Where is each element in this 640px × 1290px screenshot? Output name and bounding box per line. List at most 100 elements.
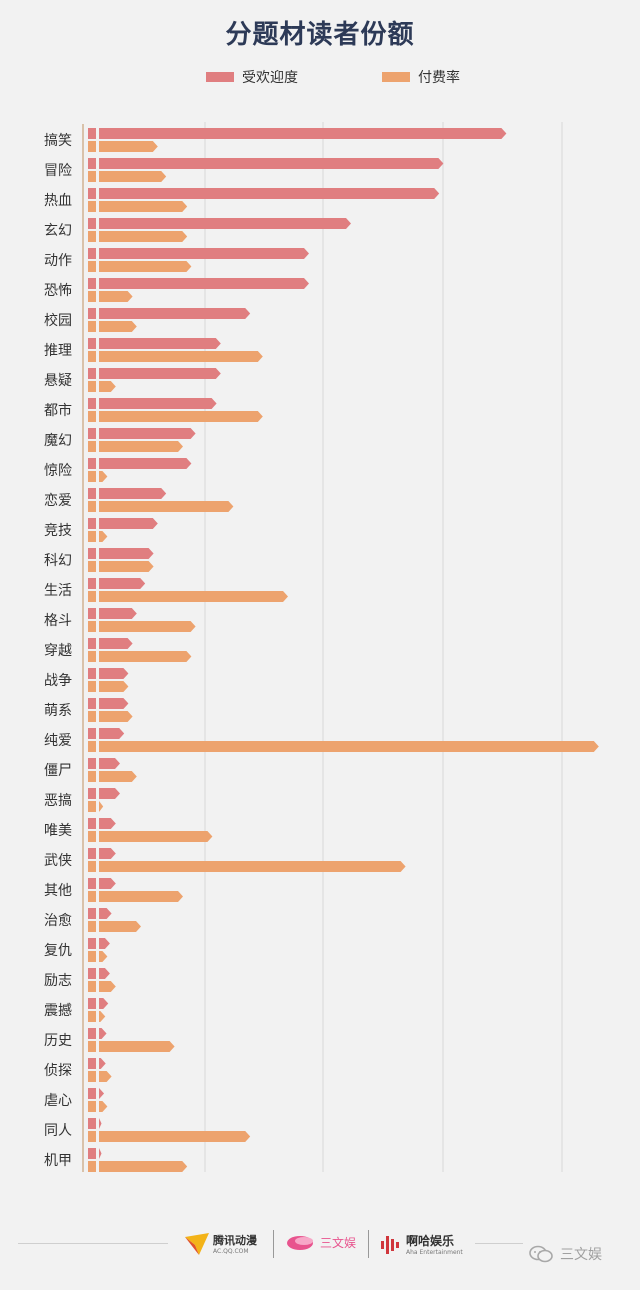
category-label-1: 冒险 xyxy=(44,163,72,179)
bar-tab-0-6 xyxy=(88,308,96,319)
footer-divider-left xyxy=(18,1243,168,1244)
category-label-5: 恐怖 xyxy=(44,282,72,299)
bar-tab-1-6 xyxy=(88,321,96,332)
bar-payrate-10 xyxy=(99,441,183,452)
bar-tab-0-31 xyxy=(88,1058,96,1069)
bar-popularity-5 xyxy=(99,278,309,289)
bar-tab-0-16 xyxy=(88,608,96,619)
bar-tab-0-21 xyxy=(88,758,96,769)
category-label-4: 动作 xyxy=(44,253,72,269)
bar-tab-1-25 xyxy=(88,891,96,902)
bar-popularity-19 xyxy=(99,698,129,709)
legend-label-1: 付费率 xyxy=(418,69,460,86)
bar-tab-0-24 xyxy=(88,848,96,859)
bar-popularity-25 xyxy=(99,878,116,889)
bar-payrate-27 xyxy=(99,951,108,962)
bar-tab-1-0 xyxy=(88,141,96,152)
bar-tab-1-10 xyxy=(88,441,96,452)
bar-payrate-21 xyxy=(99,771,137,782)
bar-tab-1-33 xyxy=(88,1131,96,1142)
bar-tab-1-5 xyxy=(88,291,96,302)
bar-tab-0-0 xyxy=(88,128,96,139)
bar-popularity-0 xyxy=(99,128,507,139)
category-label-27: 复仇 xyxy=(44,942,72,959)
bar-popularity-14 xyxy=(99,548,154,559)
bar-popularity-22 xyxy=(99,788,120,799)
category-label-7: 推理 xyxy=(44,343,72,359)
bar-tab-0-19 xyxy=(88,698,96,709)
bar-payrate-31 xyxy=(99,1071,112,1082)
bar-popularity-1 xyxy=(99,158,444,169)
bar-popularity-23 xyxy=(99,818,116,829)
category-label-15: 生活 xyxy=(44,583,72,599)
bar-popularity-2 xyxy=(99,188,440,199)
bar-tab-0-15 xyxy=(88,578,96,589)
bar-payrate-32 xyxy=(99,1101,108,1112)
bar-tab-1-28 xyxy=(88,981,96,992)
bar-popularity-12 xyxy=(99,488,167,499)
bar-payrate-7 xyxy=(99,351,263,362)
logo-sanwenyu-text: 三文娱 xyxy=(320,1235,357,1250)
bar-tab-0-7 xyxy=(88,338,96,349)
bar-popularity-32 xyxy=(99,1088,105,1099)
bar-popularity-26 xyxy=(99,908,112,919)
bar-payrate-3 xyxy=(99,231,188,242)
bar-popularity-13 xyxy=(99,518,158,529)
logo-sanwenyu: 三文娱 xyxy=(286,1232,356,1252)
bar-popularity-30 xyxy=(99,1028,107,1039)
category-label-17: 穿越 xyxy=(44,643,72,659)
category-label-34: 机甲 xyxy=(44,1153,72,1169)
bar-popularity-11 xyxy=(99,458,192,469)
legend-swatch-0 xyxy=(206,72,234,82)
bar-payrate-25 xyxy=(99,891,183,902)
bar-payrate-1 xyxy=(99,171,167,182)
bar-tab-0-2 xyxy=(88,188,96,199)
wechat-watermark: 三文娱 xyxy=(528,1244,602,1264)
bar-tab-0-23 xyxy=(88,818,96,829)
category-label-22: 恶搞 xyxy=(44,793,72,809)
category-label-2: 热血 xyxy=(44,193,72,209)
bar-popularity-21 xyxy=(99,758,120,769)
bar-tab-1-11 xyxy=(88,471,96,482)
bar-payrate-33 xyxy=(99,1131,251,1142)
bar-popularity-27 xyxy=(99,938,110,949)
bar-tab-1-29 xyxy=(88,1011,96,1022)
bar-payrate-4 xyxy=(99,261,192,272)
bar-payrate-34 xyxy=(99,1161,188,1172)
bar-tab-0-20 xyxy=(88,728,96,739)
bar-tab-0-1 xyxy=(88,158,96,169)
bar-popularity-28 xyxy=(99,968,110,979)
bar-tab-1-32 xyxy=(88,1101,96,1112)
category-label-19: 萌系 xyxy=(44,703,72,719)
bar-payrate-28 xyxy=(99,981,116,992)
category-label-8: 悬疑 xyxy=(44,373,72,389)
bar-tab-0-25 xyxy=(88,878,96,889)
bar-popularity-31 xyxy=(99,1058,106,1069)
bar-popularity-18 xyxy=(99,668,129,679)
bar-tab-1-31 xyxy=(88,1071,96,1082)
category-label-10: 魔幻 xyxy=(44,433,72,449)
category-label-25: 其他 xyxy=(44,883,72,899)
bar-tab-1-27 xyxy=(88,951,96,962)
bar-payrate-11 xyxy=(99,471,108,482)
bar-payrate-20 xyxy=(99,741,599,752)
bar-tab-0-30 xyxy=(88,1028,96,1039)
tencent-comics-logo-icon xyxy=(185,1232,209,1255)
bar-popularity-29 xyxy=(99,998,109,1009)
bar-tab-1-18 xyxy=(88,681,96,692)
bar-tab-0-32 xyxy=(88,1088,96,1099)
category-label-26: 治愈 xyxy=(44,913,72,929)
footer-divider-right xyxy=(475,1243,523,1244)
bar-payrate-15 xyxy=(99,591,288,602)
logo-aha-entertainment: 啊哈娱乐 Aha Entertainment xyxy=(380,1232,463,1256)
wechat-account-name: 三文娱 xyxy=(560,1247,602,1263)
bar-tab-1-15 xyxy=(88,591,96,602)
bar-tab-1-24 xyxy=(88,861,96,872)
bar-payrate-8 xyxy=(99,381,116,392)
category-label-3: 玄幻 xyxy=(44,222,72,239)
bar-payrate-12 xyxy=(99,501,234,512)
category-label-30: 历史 xyxy=(44,1033,72,1049)
category-label-31: 侦探 xyxy=(44,1063,72,1079)
bar-tab-1-26 xyxy=(88,921,96,932)
bar-popularity-6 xyxy=(99,308,251,319)
